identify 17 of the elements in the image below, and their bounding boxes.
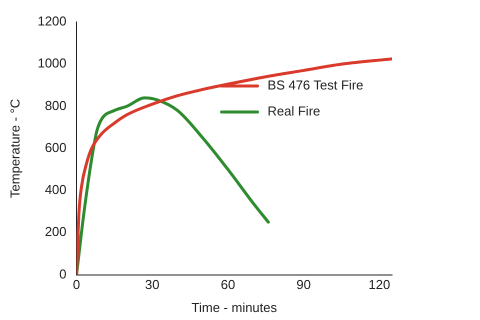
y-axis-title: Temperature - °C bbox=[7, 98, 22, 198]
y-tick-label: 1000 bbox=[38, 56, 67, 71]
x-axis-title: Time - minutes bbox=[192, 300, 278, 315]
line-series bbox=[76, 96, 270, 275]
y-tick-label: 1200 bbox=[38, 14, 67, 29]
x-tick-label: 90 bbox=[296, 277, 311, 292]
y-tick-label: 200 bbox=[44, 224, 67, 240]
legend-label: BS 476 Test Fire bbox=[268, 78, 364, 93]
y-tick-label: 0 bbox=[59, 266, 67, 282]
x-tick-label: 120 bbox=[368, 277, 390, 292]
x-tick-label: 0 bbox=[72, 277, 80, 292]
x-tick-label: 30 bbox=[145, 277, 160, 292]
legend-label: Real Fire bbox=[268, 104, 320, 119]
x-tick-label: 60 bbox=[220, 277, 236, 292]
y-tick-label: 400 bbox=[44, 182, 67, 198]
y-tick-label: 600 bbox=[44, 140, 67, 155]
y-tick-label: 800 bbox=[44, 98, 67, 113]
